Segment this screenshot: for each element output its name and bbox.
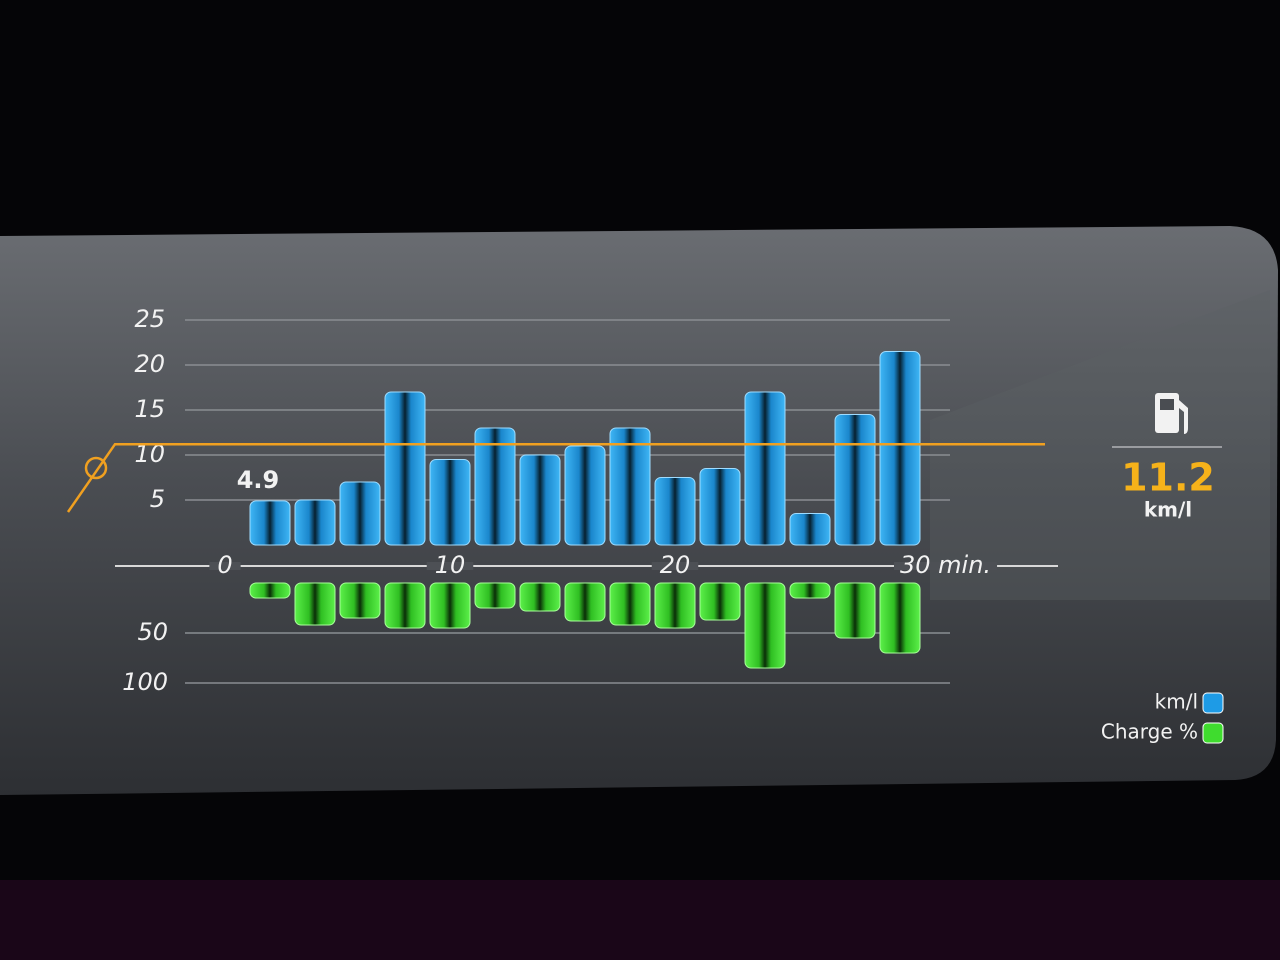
- kml-bar: [699, 468, 741, 546]
- value-label: 4.9: [237, 466, 280, 494]
- kml-bar: [249, 500, 291, 546]
- kml-bar: [654, 477, 696, 546]
- legend-label: Charge %: [1101, 720, 1198, 744]
- kml-bar: [564, 445, 606, 546]
- x-tick-gap: [651, 562, 699, 570]
- charge-bar: [429, 582, 471, 629]
- charge-bar: [789, 582, 831, 599]
- charge-bar: [654, 582, 696, 629]
- y-tick-label: 20: [134, 350, 165, 378]
- kml-bar: [429, 459, 471, 546]
- legend-swatch: [1202, 692, 1224, 714]
- x-tick-label: 0: [217, 551, 232, 579]
- kml-bar: [834, 414, 876, 546]
- charge-bar: [699, 582, 741, 621]
- charge-bar: [609, 582, 651, 626]
- legend-swatch: [1202, 722, 1224, 744]
- average-line: [66, 442, 1045, 513]
- panel-sheen: [930, 290, 1270, 600]
- kml-bar: [789, 513, 831, 546]
- charge-bar: [339, 582, 381, 619]
- bezel: [0, 880, 1280, 960]
- y-tick-label: 15: [134, 395, 165, 423]
- y2-tick-label: 50: [137, 618, 168, 646]
- y2-tick-label: 100: [122, 668, 168, 696]
- average-unit: km/l: [1144, 498, 1192, 522]
- x-tick-gap: [209, 562, 241, 570]
- charge-bar: [834, 582, 876, 639]
- legend-label: km/l: [1155, 690, 1198, 714]
- x-tick-label: 10: [435, 551, 466, 579]
- kml-bar: [339, 481, 381, 546]
- kml-bar: [294, 499, 336, 546]
- y-tick-label: 5: [150, 485, 165, 513]
- charge-bar: [744, 582, 786, 669]
- kml-bar: [384, 391, 426, 546]
- charge-bar: [519, 582, 561, 612]
- y-tick-label: 25: [134, 305, 165, 333]
- x-tick-label: 20: [660, 551, 691, 579]
- kml-bar: [879, 351, 921, 546]
- charge-bar: [879, 582, 921, 654]
- charge-bar: [564, 582, 606, 622]
- kml-bar: [609, 427, 651, 546]
- charge-bar: [474, 582, 516, 609]
- x-tick-label: 30 min.: [900, 551, 991, 579]
- average-symbol: [84, 456, 108, 480]
- fuel-icon: [1155, 393, 1188, 434]
- x-tick-gap: [426, 562, 474, 570]
- kml-bar: [744, 391, 786, 546]
- kml-bar: [519, 454, 561, 546]
- charge-bar: [384, 582, 426, 629]
- x-tick-gap: [894, 562, 998, 570]
- charge-bar: [294, 582, 336, 626]
- average-value: 11.2: [1121, 456, 1215, 500]
- charge-bar: [249, 582, 291, 599]
- kml-bar: [474, 427, 516, 546]
